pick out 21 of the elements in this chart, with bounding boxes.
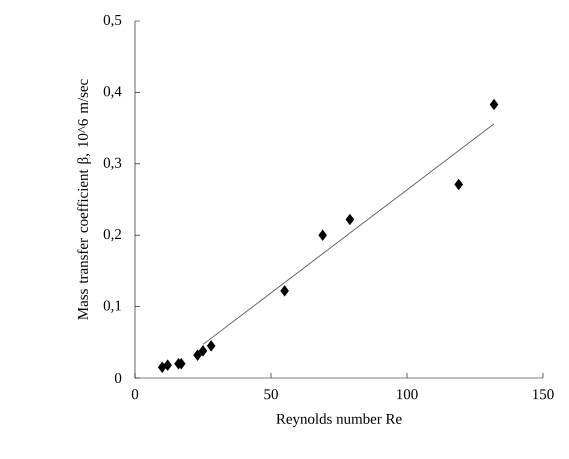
- point: [454, 178, 463, 190]
- point: [280, 285, 289, 297]
- x-tick-label: 50: [264, 389, 278, 400]
- y-tick-label: 0,5: [104, 14, 122, 28]
- y-tick-label: 0,1: [104, 300, 121, 313]
- y-axis-title: Mass transfer coefficient β, 10^6 m/sec: [77, 79, 91, 320]
- point: [490, 98, 498, 110]
- y-tick-label: 0: [114, 372, 122, 384]
- y-tick-label: 0,4: [104, 86, 122, 99]
- x-axis-title: Reynolds number Re: [276, 413, 402, 428]
- point: [163, 359, 172, 371]
- x-tick-label: 100: [397, 389, 418, 400]
- point: [318, 230, 327, 241]
- x-tick-label: 0: [132, 389, 138, 400]
- point: [198, 345, 208, 357]
- point: [193, 349, 202, 361]
- y-tick-label: 0,2: [104, 229, 121, 242]
- x-tick-label: 150: [533, 389, 554, 400]
- point: [346, 214, 354, 226]
- point: [206, 340, 216, 352]
- y-tick-label: 0,3: [104, 158, 122, 170]
